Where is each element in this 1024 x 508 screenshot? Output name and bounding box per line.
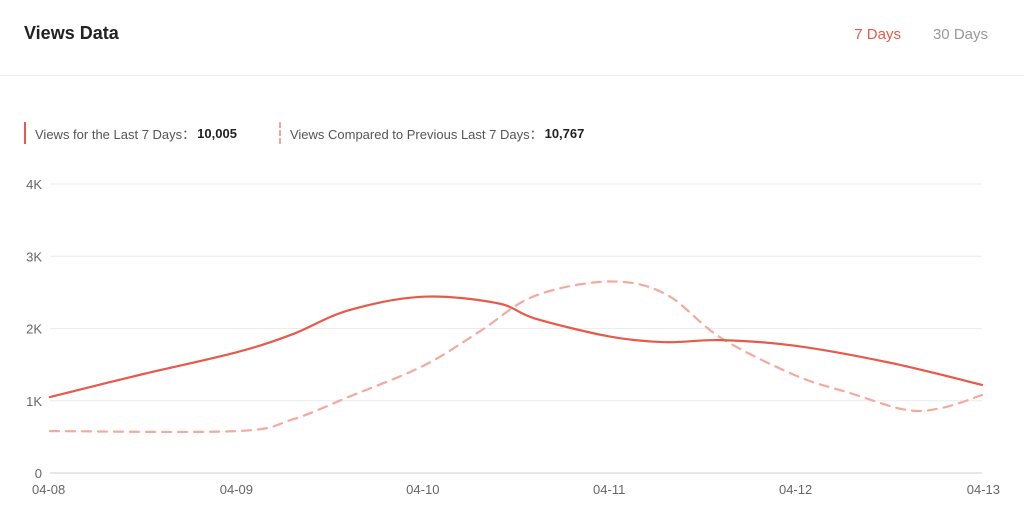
tab-30-days[interactable]: 30 Days (932, 26, 988, 43)
series-line-last-7-days (48, 295, 984, 399)
legend-item-current[interactable]: Views for the Last 7 Days： 10,005 (24, 122, 237, 144)
page-title: Views Data (24, 23, 119, 43)
x-tick-label: 04-11 (593, 482, 625, 497)
x-tick-label: 04-12 (779, 482, 812, 497)
chart-legend: Views for the Last 7 Days： 10,005 Views … (24, 121, 626, 145)
x-tick-label: 04-09 (220, 482, 253, 497)
legend-current-value: 10,005 (197, 125, 237, 141)
y-tick-label: 1K (26, 394, 42, 409)
x-tick-label: 04-08 (32, 482, 65, 497)
solid-line-icon (24, 122, 26, 144)
y-tick-label: 0 (35, 466, 42, 481)
x-tick-label: 04-10 (406, 482, 439, 497)
range-tabs: 7 Days 30 Days (854, 26, 988, 43)
legend-item-previous[interactable]: Views Compared to Previous Last 7 Days： … (278, 122, 585, 144)
y-tick-label: 3K (26, 249, 42, 264)
y-tick-label: 2K (26, 322, 42, 337)
dashed-line-icon (278, 122, 281, 144)
y-tick-label: 4K (26, 177, 42, 192)
chart-header: Views Data 7 Days 30 Days (0, 0, 1024, 76)
series-line-previous-7-days (48, 280, 984, 434)
legend-previous-label: Views Compared to Previous Last 7 Days： (289, 126, 543, 142)
tab-7-days[interactable]: 7 Days (854, 26, 901, 43)
x-tick-label: 04-13 (967, 482, 1000, 497)
legend-previous-value: 10,767 (544, 125, 585, 141)
legend-current-label: Views for the Last 7 Days： (35, 126, 196, 142)
